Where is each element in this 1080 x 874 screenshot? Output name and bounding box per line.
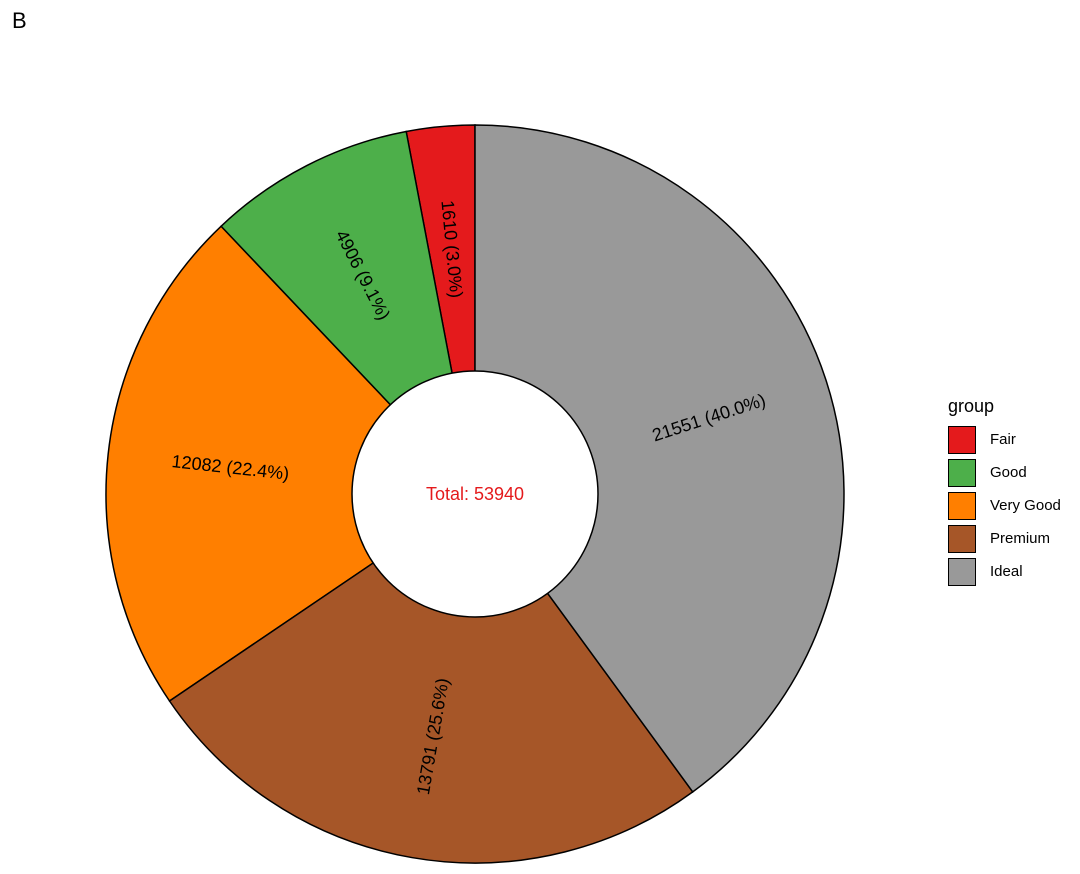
- legend-label: Good: [990, 464, 1027, 481]
- legend-label: Premium: [990, 530, 1051, 547]
- legend-item-good: Good: [948, 456, 1061, 489]
- legend-swatch: [948, 524, 976, 553]
- legend-title: group: [948, 396, 995, 416]
- legend-label: Very Good: [990, 497, 1061, 514]
- legend-swatch: [948, 425, 976, 454]
- slice-ideal: [474, 124, 845, 793]
- center-total-label: Total: 53940: [426, 484, 524, 504]
- legend-swatch: [948, 557, 976, 586]
- legend-swatch: [948, 458, 976, 487]
- legend-label: Ideal: [990, 563, 1023, 580]
- legend: group Fair Good Very Good Premium Ideal: [948, 396, 1061, 588]
- legend-label: Fair: [990, 431, 1016, 448]
- slice-very-good: [105, 225, 477, 703]
- legend-item-ideal: Ideal: [948, 555, 1061, 588]
- legend-swatch: [948, 491, 976, 520]
- legend-item-premium: Premium: [948, 522, 1061, 555]
- slice-premium: [168, 492, 694, 864]
- donut-hole: [351, 370, 599, 618]
- panel-label: B: [12, 8, 27, 33]
- legend-item-very-good: Very Good: [948, 489, 1061, 522]
- legend-items: Fair Good Very Good Premium Ideal: [948, 423, 1061, 588]
- legend-item-fair: Fair: [948, 423, 1061, 456]
